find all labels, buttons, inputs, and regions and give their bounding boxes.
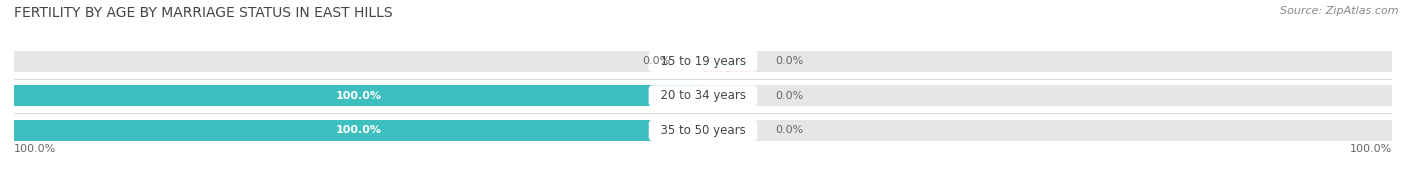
Bar (703, 85, 755, 106)
Bar (14, 120, 1392, 141)
Bar (14, 85, 1392, 106)
Bar (703, 51, 755, 72)
Text: 0.0%: 0.0% (775, 56, 803, 66)
Text: Source: ZipAtlas.com: Source: ZipAtlas.com (1281, 6, 1399, 16)
Text: 0.0%: 0.0% (775, 91, 803, 101)
Text: 100.0%: 100.0% (336, 125, 381, 135)
Text: 0.0%: 0.0% (643, 56, 671, 66)
Text: 15 to 19 years: 15 to 19 years (652, 55, 754, 68)
Bar (14, 120, 703, 141)
Text: FERTILITY BY AGE BY MARRIAGE STATUS IN EAST HILLS: FERTILITY BY AGE BY MARRIAGE STATUS IN E… (14, 6, 392, 20)
Text: 0.0%: 0.0% (775, 125, 803, 135)
Text: 20 to 34 years: 20 to 34 years (652, 89, 754, 102)
Bar (14, 51, 1392, 72)
Text: 100.0%: 100.0% (1350, 144, 1392, 154)
Bar (14, 85, 703, 106)
Text: 100.0%: 100.0% (14, 144, 56, 154)
Text: 35 to 50 years: 35 to 50 years (652, 124, 754, 137)
Bar (703, 120, 755, 141)
Text: 100.0%: 100.0% (336, 91, 381, 101)
